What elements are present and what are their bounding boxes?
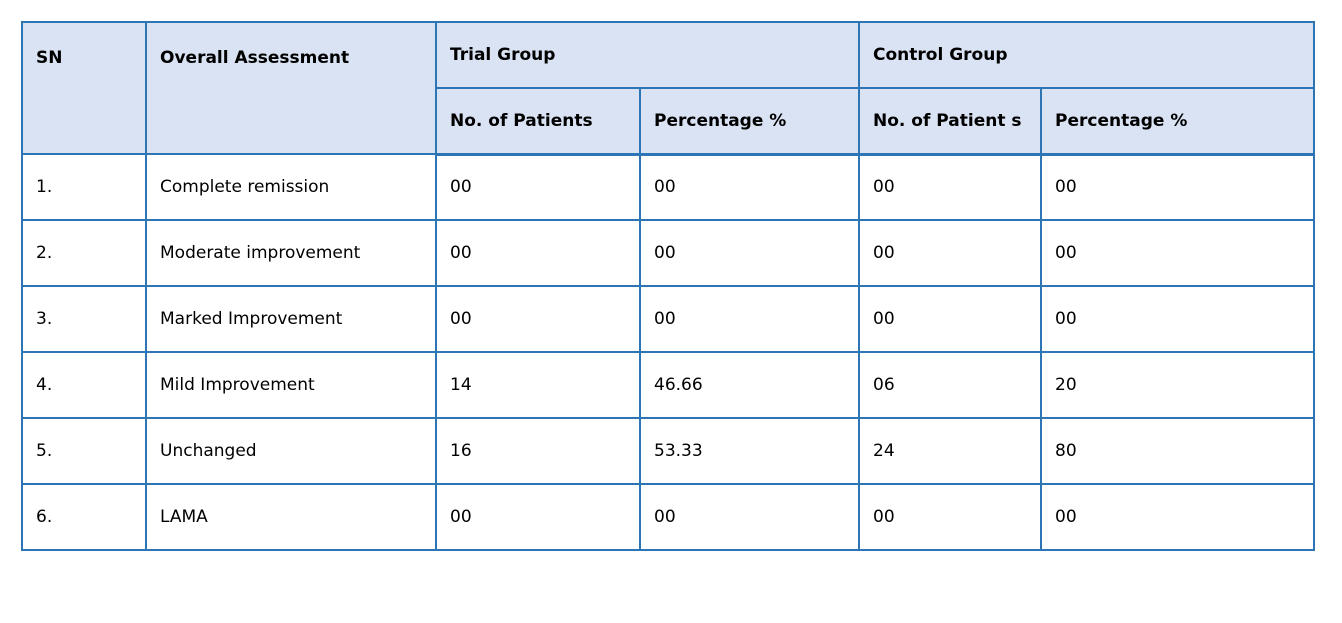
cell-control-percentage: 00 — [1040, 219, 1316, 287]
table-row: 3. Marked Improvement 00 00 00 00 — [21, 285, 1316, 353]
cell-assessment: Mild Improvement — [145, 351, 437, 419]
cell-sn: 5. — [21, 417, 147, 485]
header-control-group: Control Group — [858, 21, 1316, 89]
cell-assessment: Marked Improvement — [145, 285, 437, 353]
cell-sn: 2. — [21, 219, 147, 287]
header-overall-assessment: Overall Assessment — [145, 21, 437, 155]
cell-trial-percentage: 46.66 — [638, 351, 861, 419]
cell-control-no-of-patients: 00 — [858, 153, 1043, 221]
header-row-sub: No. of Patients Percentage % No. of Pati… — [22, 87, 1316, 156]
cell-trial-percentage: 53.33 — [638, 417, 861, 485]
cell-trial-percentage: 00 — [638, 219, 861, 287]
cell-control-no-of-patients: 00 — [858, 285, 1043, 353]
cell-control-no-of-patients: 00 — [858, 483, 1043, 551]
cell-trial-no-of-patients: 14 — [435, 351, 641, 419]
table-body: 1. Complete remission 00 00 00 00 2. Moderate i… — [21, 153, 1316, 551]
table-header: SN Overall Assessment Trial Group Contro… — [21, 21, 1316, 156]
cell-control-no-of-patients: 24 — [858, 417, 1043, 485]
table-row: 2. Moderate improvement 00 00 00 00 — [21, 219, 1316, 287]
header-row-top: SN Overall Assessment Trial Group Contro… — [21, 21, 1316, 155]
cell-trial-percentage: 00 — [638, 285, 861, 353]
cell-control-no-of-patients: 06 — [858, 351, 1043, 419]
cell-control-percentage: 20 — [1040, 351, 1316, 419]
cell-control-percentage: 80 — [1040, 417, 1316, 485]
table-row: 5. Unchanged 16 53.33 24 80 — [21, 417, 1316, 485]
cell-sn: 1. — [21, 153, 147, 221]
header-trial-percentage: Percentage % — [638, 87, 861, 156]
cell-assessment: Unchanged — [145, 417, 437, 485]
cell-trial-no-of-patients: 00 — [435, 483, 641, 551]
table-row: 1. Complete remission 00 00 00 00 — [21, 153, 1316, 221]
header-control-no-of-patients: No. of Patient s — [858, 87, 1043, 156]
cell-sn: 4. — [21, 351, 147, 419]
header-sn: SN — [21, 21, 147, 155]
cell-trial-no-of-patients: 00 — [435, 285, 641, 353]
header-trial-no-of-patients: No. of Patients — [435, 87, 641, 156]
cell-control-percentage: 00 — [1040, 483, 1316, 551]
cell-trial-no-of-patients: 00 — [435, 153, 641, 221]
cell-assessment: Moderate improvement — [145, 219, 437, 287]
cell-assessment: Complete remission — [145, 153, 437, 221]
table-row: 4. Mild Improvement 14 46.66 06 20 — [21, 351, 1316, 419]
cell-control-percentage: 00 — [1040, 153, 1316, 221]
header-control-percentage: Percentage % — [1040, 87, 1316, 156]
cell-trial-percentage: 00 — [638, 153, 861, 221]
cell-sn: 6. — [21, 483, 147, 551]
table-row: 6. LAMA 00 00 00 00 — [21, 483, 1316, 551]
cell-trial-percentage: 00 — [638, 483, 861, 551]
cell-control-percentage: 00 — [1040, 285, 1316, 353]
assessment-table: SN Overall Assessment Trial Group Contro… — [21, 21, 1316, 551]
cell-trial-no-of-patients: 16 — [435, 417, 641, 485]
header-trial-group: Trial Group — [434, 21, 861, 89]
cell-trial-no-of-patients: 00 — [435, 219, 641, 287]
cell-assessment: LAMA — [145, 483, 437, 551]
cell-control-no-of-patients: 00 — [858, 219, 1043, 287]
cell-sn: 3. — [21, 285, 147, 353]
